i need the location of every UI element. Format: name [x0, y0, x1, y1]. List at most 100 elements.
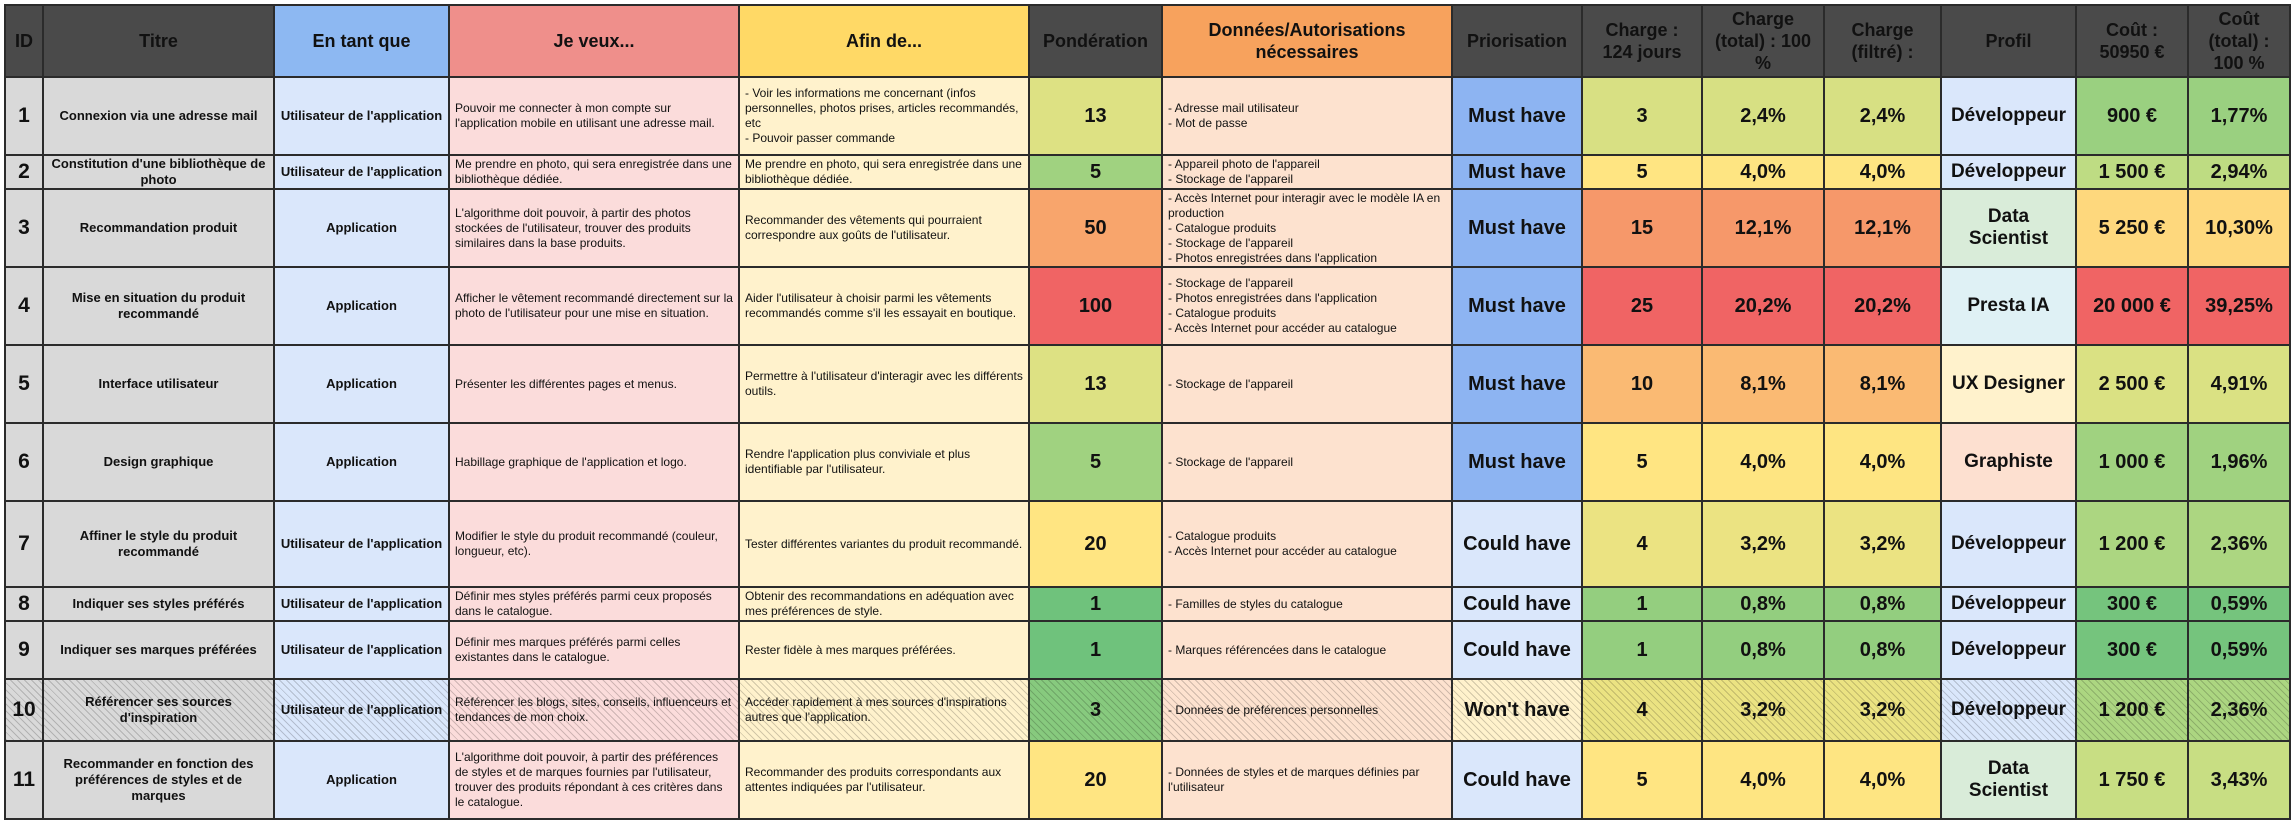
cell-je-veux[interactable]: L'algorithme doit pouvoir, à partir des …: [448, 740, 740, 820]
cell-cout-total[interactable]: 39,25%: [2187, 266, 2291, 346]
cell-ponderation[interactable]: 100: [1028, 266, 1163, 346]
header-cout-total[interactable]: Coût (total) : 100 %: [2187, 4, 2291, 78]
cell-charge-total[interactable]: 4,0%: [1701, 422, 1825, 502]
cell-charge-filtre[interactable]: 20,2%: [1823, 266, 1942, 346]
cell-en-tant-que[interactable]: Application: [273, 422, 450, 502]
cell-charge[interactable]: 1: [1581, 620, 1703, 680]
cell-priorisation[interactable]: Could have: [1451, 500, 1583, 588]
cell-titre[interactable]: Recommandation produit: [42, 188, 275, 268]
cell-priorisation[interactable]: Must have: [1451, 266, 1583, 346]
cell-donnees[interactable]: - Données de préférences personnelles: [1161, 678, 1453, 742]
cell-je-veux[interactable]: Afficher le vêtement recommandé directem…: [448, 266, 740, 346]
cell-id[interactable]: 4: [4, 266, 44, 346]
cell-titre[interactable]: Constitution d'une bibliothèque de photo: [42, 154, 275, 190]
header-titre[interactable]: Titre: [42, 4, 275, 78]
cell-charge-filtre[interactable]: 0,8%: [1823, 620, 1942, 680]
cell-id[interactable]: 8: [4, 586, 44, 622]
cell-cout-total[interactable]: 1,96%: [2187, 422, 2291, 502]
cell-ponderation[interactable]: 20: [1028, 500, 1163, 588]
cell-afin-de[interactable]: Aider l'utilisateur à choisir parmi les …: [738, 266, 1030, 346]
cell-donnees[interactable]: - Appareil photo de l'appareil - Stockage…: [1161, 154, 1453, 190]
header-charge-total[interactable]: Charge (total) : 100 %: [1701, 4, 1825, 78]
cell-en-tant-que[interactable]: Utilisateur de l'application: [273, 154, 450, 190]
cell-charge-total[interactable]: 20,2%: [1701, 266, 1825, 346]
cell-cout-total[interactable]: 4,91%: [2187, 344, 2291, 424]
cell-ponderation[interactable]: 20: [1028, 740, 1163, 820]
cell-donnees[interactable]: - Catalogue produits - Accès Internet pou…: [1161, 500, 1453, 588]
cell-cout[interactable]: 1 500 €: [2075, 154, 2189, 190]
cell-charge-filtre[interactable]: 4,0%: [1823, 422, 1942, 502]
cell-id[interactable]: 5: [4, 344, 44, 424]
cell-cout[interactable]: 20 000 €: [2075, 266, 2189, 346]
cell-en-tant-que[interactable]: Application: [273, 344, 450, 424]
cell-id[interactable]: 7: [4, 500, 44, 588]
header-ponderation[interactable]: Pondération: [1028, 4, 1163, 78]
cell-donnees[interactable]: - Accès Internet pour interagir avec le …: [1161, 188, 1453, 268]
cell-charge-filtre[interactable]: 12,1%: [1823, 188, 1942, 268]
cell-charge[interactable]: 10: [1581, 344, 1703, 424]
cell-charge-total[interactable]: 0,8%: [1701, 620, 1825, 680]
cell-charge-total[interactable]: 8,1%: [1701, 344, 1825, 424]
header-cout[interactable]: Coût : 50950 €: [2075, 4, 2189, 78]
cell-cout-total[interactable]: 0,59%: [2187, 586, 2291, 622]
cell-charge-total[interactable]: 2,4%: [1701, 76, 1825, 156]
cell-ponderation[interactable]: 3: [1028, 678, 1163, 742]
header-id[interactable]: ID: [4, 4, 44, 78]
cell-en-tant-que[interactable]: Utilisateur de l'application: [273, 500, 450, 588]
cell-je-veux[interactable]: Modifier le style du produit recommandé …: [448, 500, 740, 588]
cell-en-tant-que[interactable]: Utilisateur de l'application: [273, 620, 450, 680]
cell-cout-total[interactable]: 2,36%: [2187, 500, 2291, 588]
cell-afin-de[interactable]: Me prendre en photo, qui sera enregistré…: [738, 154, 1030, 190]
cell-id[interactable]: 2: [4, 154, 44, 190]
cell-cout[interactable]: 5 250 €: [2075, 188, 2189, 268]
cell-je-veux[interactable]: Habillage graphique de l'application et …: [448, 422, 740, 502]
cell-donnees[interactable]: - Adresse mail utilisateur - Mot de passe: [1161, 76, 1453, 156]
cell-cout-total[interactable]: 2,94%: [2187, 154, 2291, 190]
cell-profil[interactable]: Développeur: [1940, 500, 2077, 588]
cell-ponderation[interactable]: 1: [1028, 620, 1163, 680]
cell-cout[interactable]: 300 €: [2075, 620, 2189, 680]
cell-profil[interactable]: Développeur: [1940, 76, 2077, 156]
cell-profil[interactable]: Graphiste: [1940, 422, 2077, 502]
cell-titre[interactable]: Référencer ses sources d'inspiration: [42, 678, 275, 742]
cell-je-veux[interactable]: Me prendre en photo, qui sera enregistré…: [448, 154, 740, 190]
cell-charge-total[interactable]: 3,2%: [1701, 678, 1825, 742]
cell-charge[interactable]: 25: [1581, 266, 1703, 346]
cell-donnees[interactable]: - Stockage de l'appareil: [1161, 422, 1453, 502]
cell-ponderation[interactable]: 13: [1028, 344, 1163, 424]
cell-priorisation[interactable]: Could have: [1451, 620, 1583, 680]
cell-priorisation[interactable]: Must have: [1451, 76, 1583, 156]
cell-profil[interactable]: Développeur: [1940, 620, 2077, 680]
cell-ponderation[interactable]: 13: [1028, 76, 1163, 156]
cell-titre[interactable]: Connexion via une adresse mail: [42, 76, 275, 156]
cell-titre[interactable]: Mise en situation du produit recommandé: [42, 266, 275, 346]
cell-priorisation[interactable]: Must have: [1451, 422, 1583, 502]
cell-profil[interactable]: Data Scientist: [1940, 188, 2077, 268]
cell-en-tant-que[interactable]: Utilisateur de l'application: [273, 76, 450, 156]
cell-priorisation[interactable]: Won't have: [1451, 678, 1583, 742]
header-en-tant-que[interactable]: En tant que: [273, 4, 450, 78]
cell-charge[interactable]: 1: [1581, 586, 1703, 622]
cell-cout[interactable]: 1 200 €: [2075, 678, 2189, 742]
cell-charge[interactable]: 15: [1581, 188, 1703, 268]
cell-charge-filtre[interactable]: 4,0%: [1823, 740, 1942, 820]
cell-cout[interactable]: 300 €: [2075, 586, 2189, 622]
cell-charge[interactable]: 3: [1581, 76, 1703, 156]
cell-profil[interactable]: Presta IA: [1940, 266, 2077, 346]
cell-titre[interactable]: Indiquer ses styles préférés: [42, 586, 275, 622]
cell-donnees[interactable]: - Familles de styles du catalogue: [1161, 586, 1453, 622]
cell-afin-de[interactable]: Recommander des produits correspondants …: [738, 740, 1030, 820]
cell-cout[interactable]: 2 500 €: [2075, 344, 2189, 424]
cell-titre[interactable]: Indiquer ses marques préférées: [42, 620, 275, 680]
cell-je-veux[interactable]: Pouvoir me connecter à mon compte sur l'…: [448, 76, 740, 156]
cell-charge-total[interactable]: 4,0%: [1701, 740, 1825, 820]
cell-je-veux[interactable]: Présenter les différentes pages et menus…: [448, 344, 740, 424]
cell-je-veux[interactable]: Définir mes styles préférés parmi ceux p…: [448, 586, 740, 622]
cell-charge[interactable]: 4: [1581, 678, 1703, 742]
cell-en-tant-que[interactable]: Application: [273, 188, 450, 268]
cell-en-tant-que[interactable]: Utilisateur de l'application: [273, 586, 450, 622]
cell-charge-filtre[interactable]: 8,1%: [1823, 344, 1942, 424]
header-donnees[interactable]: Données/Autorisations nécessaires: [1161, 4, 1453, 78]
cell-charge[interactable]: 5: [1581, 422, 1703, 502]
cell-priorisation[interactable]: Must have: [1451, 154, 1583, 190]
